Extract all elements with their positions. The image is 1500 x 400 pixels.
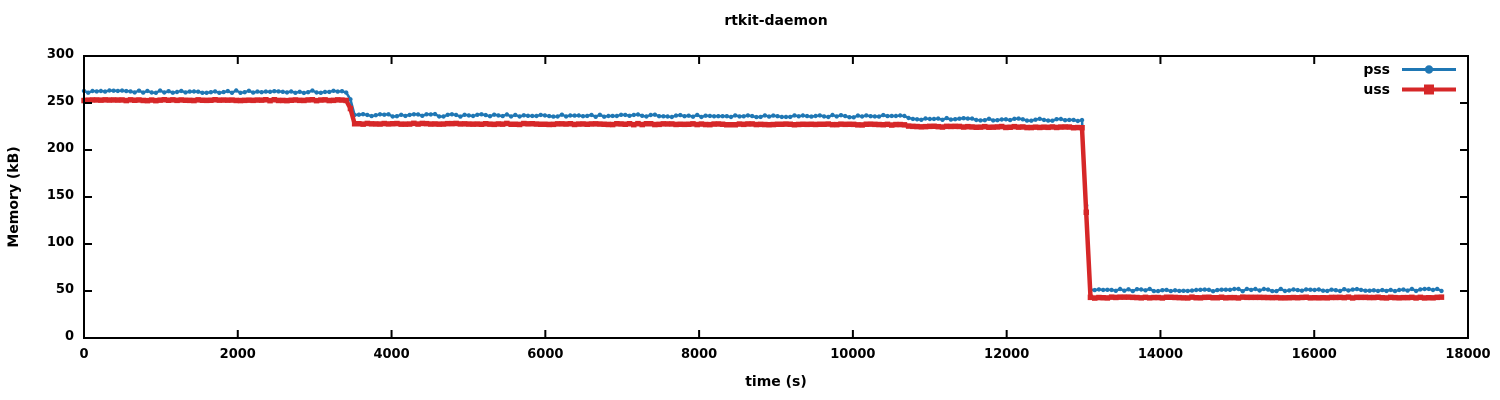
legend-item-pss: pss: [1363, 60, 1458, 79]
pss-series: [81, 88, 1444, 294]
y-tick-label: 300: [46, 47, 74, 62]
x-tick-label: 12000: [984, 347, 1030, 362]
y-tick-label: 50: [55, 282, 74, 297]
x-tick-label: 10000: [830, 347, 876, 362]
x-axis-label: time (s): [745, 374, 807, 390]
y-tick-label: 150: [46, 188, 74, 203]
y-tick-label: 0: [64, 329, 74, 344]
legend-label-pss: pss: [1363, 61, 1390, 78]
x-tick-label: 0: [79, 347, 89, 362]
uss-series: [81, 97, 1445, 301]
x-tick-label: 2000: [219, 347, 256, 362]
pss-line-sample-icon: [1402, 65, 1456, 74]
x-tick-label: 6000: [527, 347, 564, 362]
y-tick-label: 200: [46, 141, 74, 156]
y-tick-label: 100: [46, 235, 74, 250]
legend-label-uss: uss: [1363, 81, 1390, 98]
y-tick-label: 250: [46, 94, 74, 109]
x-tick-label: 18000: [1445, 347, 1491, 362]
uss-line-sample-icon: [1402, 84, 1456, 95]
x-tick-label: 14000: [1137, 347, 1184, 362]
legend-item-uss: uss: [1363, 80, 1458, 99]
chart-title: rtkit-daemon: [724, 13, 828, 29]
x-tick-label: 8000: [681, 347, 718, 362]
x-tick-label: 4000: [373, 347, 410, 362]
x-tick-label: 16000: [1291, 347, 1337, 362]
legend: pss uss: [1363, 60, 1458, 99]
